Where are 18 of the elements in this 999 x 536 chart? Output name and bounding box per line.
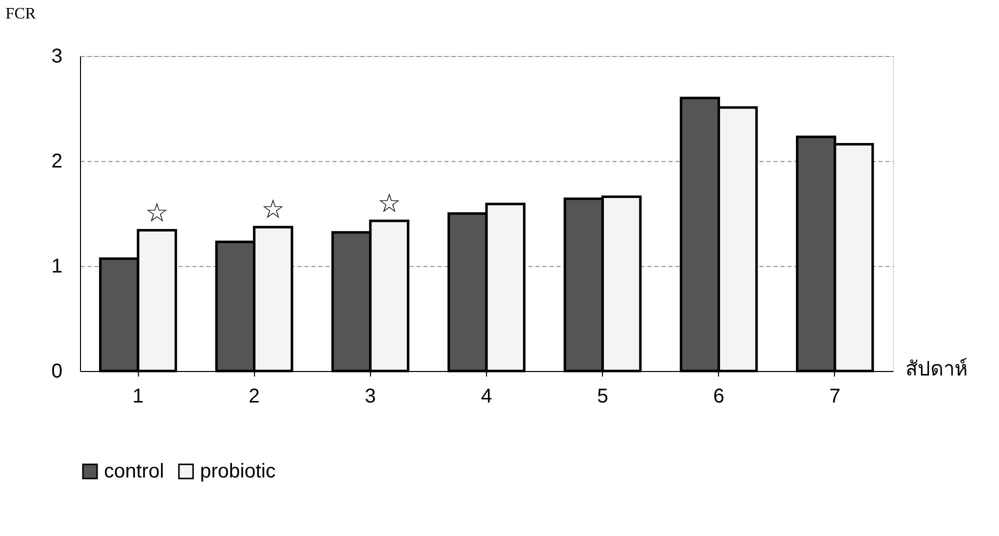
legend-label: probiotic <box>200 460 276 482</box>
x-tick-label: 5 <box>597 386 608 408</box>
x-tick-label: 6 <box>713 386 724 408</box>
y-tick-label: 3 <box>51 46 62 68</box>
x-tick-label: 1 <box>132 386 144 408</box>
x-axis-title: สัปดาห์ <box>906 356 968 380</box>
x-tick-label: 4 <box>480 386 492 408</box>
y-tick-label: 1 <box>51 256 62 278</box>
legend-label: control <box>104 460 164 482</box>
y-tick-label: 2 <box>51 150 62 172</box>
y-tick-label: 0 <box>51 360 62 382</box>
annotation: ☆ <box>145 198 169 228</box>
x-tick-label: 2 <box>248 386 260 408</box>
annotation: ☆ <box>261 195 285 226</box>
annotation: ☆ <box>378 188 401 219</box>
y-axis-title: FCR <box>6 6 36 22</box>
x-tick-label: 7 <box>829 386 840 408</box>
x-tick-label: 3 <box>364 386 376 408</box>
